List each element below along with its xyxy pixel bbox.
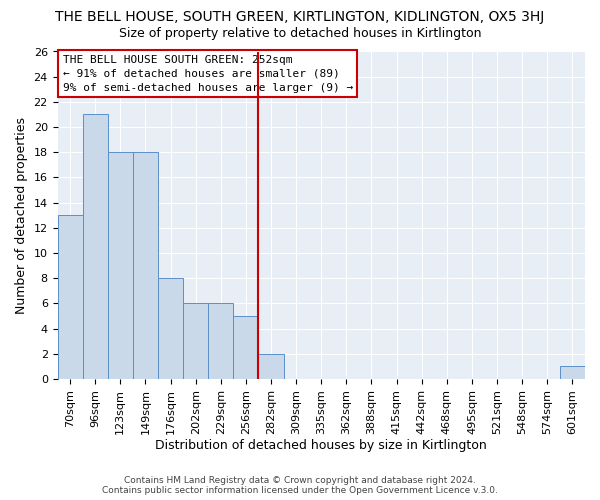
Text: THE BELL HOUSE SOUTH GREEN: 252sqm
← 91% of detached houses are smaller (89)
9% : THE BELL HOUSE SOUTH GREEN: 252sqm ← 91%… [63, 55, 353, 93]
Text: Size of property relative to detached houses in Kirtlington: Size of property relative to detached ho… [119, 28, 481, 40]
Bar [208, 304, 233, 379]
Text: THE BELL HOUSE, SOUTH GREEN, KIRTLINGTON, KIDLINGTON, OX5 3HJ: THE BELL HOUSE, SOUTH GREEN, KIRTLINGTON… [55, 10, 545, 24]
Bar [83, 114, 108, 379]
Bar [158, 278, 183, 379]
Y-axis label: Number of detached properties: Number of detached properties [15, 117, 28, 314]
Bar [183, 304, 208, 379]
X-axis label: Distribution of detached houses by size in Kirtlington: Distribution of detached houses by size … [155, 440, 487, 452]
Bar [233, 316, 259, 379]
Bar [259, 354, 284, 379]
Text: Contains HM Land Registry data © Crown copyright and database right 2024.
Contai: Contains HM Land Registry data © Crown c… [102, 476, 498, 495]
Bar [58, 216, 83, 379]
Bar [108, 152, 133, 379]
Bar [560, 366, 585, 379]
Bar [133, 152, 158, 379]
